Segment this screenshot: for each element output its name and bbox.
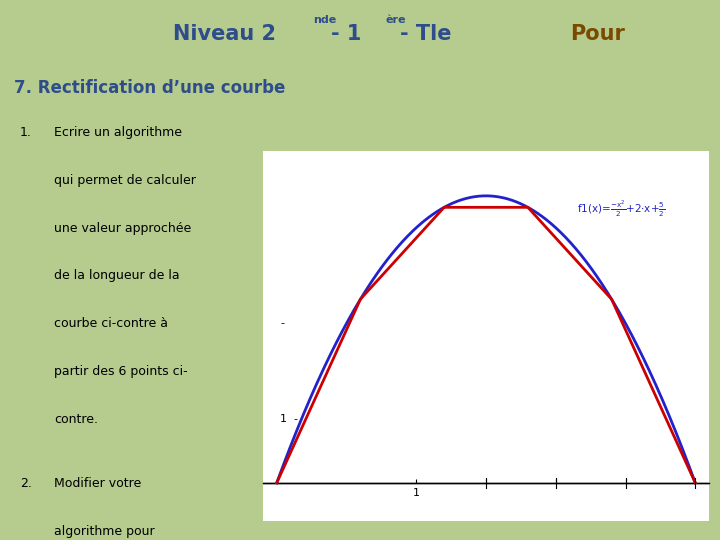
Text: -: - [280,319,284,328]
Text: qui permet de calculer: qui permet de calculer [54,174,196,187]
Text: - 1: - 1 [331,24,361,44]
Text: Modifier votre: Modifier votre [54,477,141,490]
Text: 2.: 2. [20,477,32,490]
Text: contre.: contre. [54,413,98,426]
Text: Niveau 2: Niveau 2 [173,24,276,44]
Text: f1(x)=$\mathregular{\frac{-x^2}{2}}$+2$\cdot$x+$\mathregular{\frac{5}{2}}$: f1(x)=$\mathregular{\frac{-x^2}{2}}$+2$\… [577,199,665,219]
Text: 7. Rectification d’une courbe: 7. Rectification d’une courbe [14,79,286,97]
Text: courbe ci-contre à: courbe ci-contre à [54,317,168,330]
Text: partir des 6 points ci-: partir des 6 points ci- [54,365,187,378]
Text: Pour: Pour [570,24,625,44]
Text: 1.: 1. [20,126,32,139]
Text: une valeur approchée: une valeur approchée [54,221,191,234]
Text: de la longueur de la: de la longueur de la [54,269,179,282]
Text: nde: nde [313,15,336,25]
Text: Ecrire un algorithme: Ecrire un algorithme [54,126,182,139]
Text: 1  -: 1 - [280,414,298,424]
Text: ère: ère [385,15,405,25]
Text: algorithme pour: algorithme pour [54,525,155,538]
Text: - Tle: - Tle [400,24,451,44]
